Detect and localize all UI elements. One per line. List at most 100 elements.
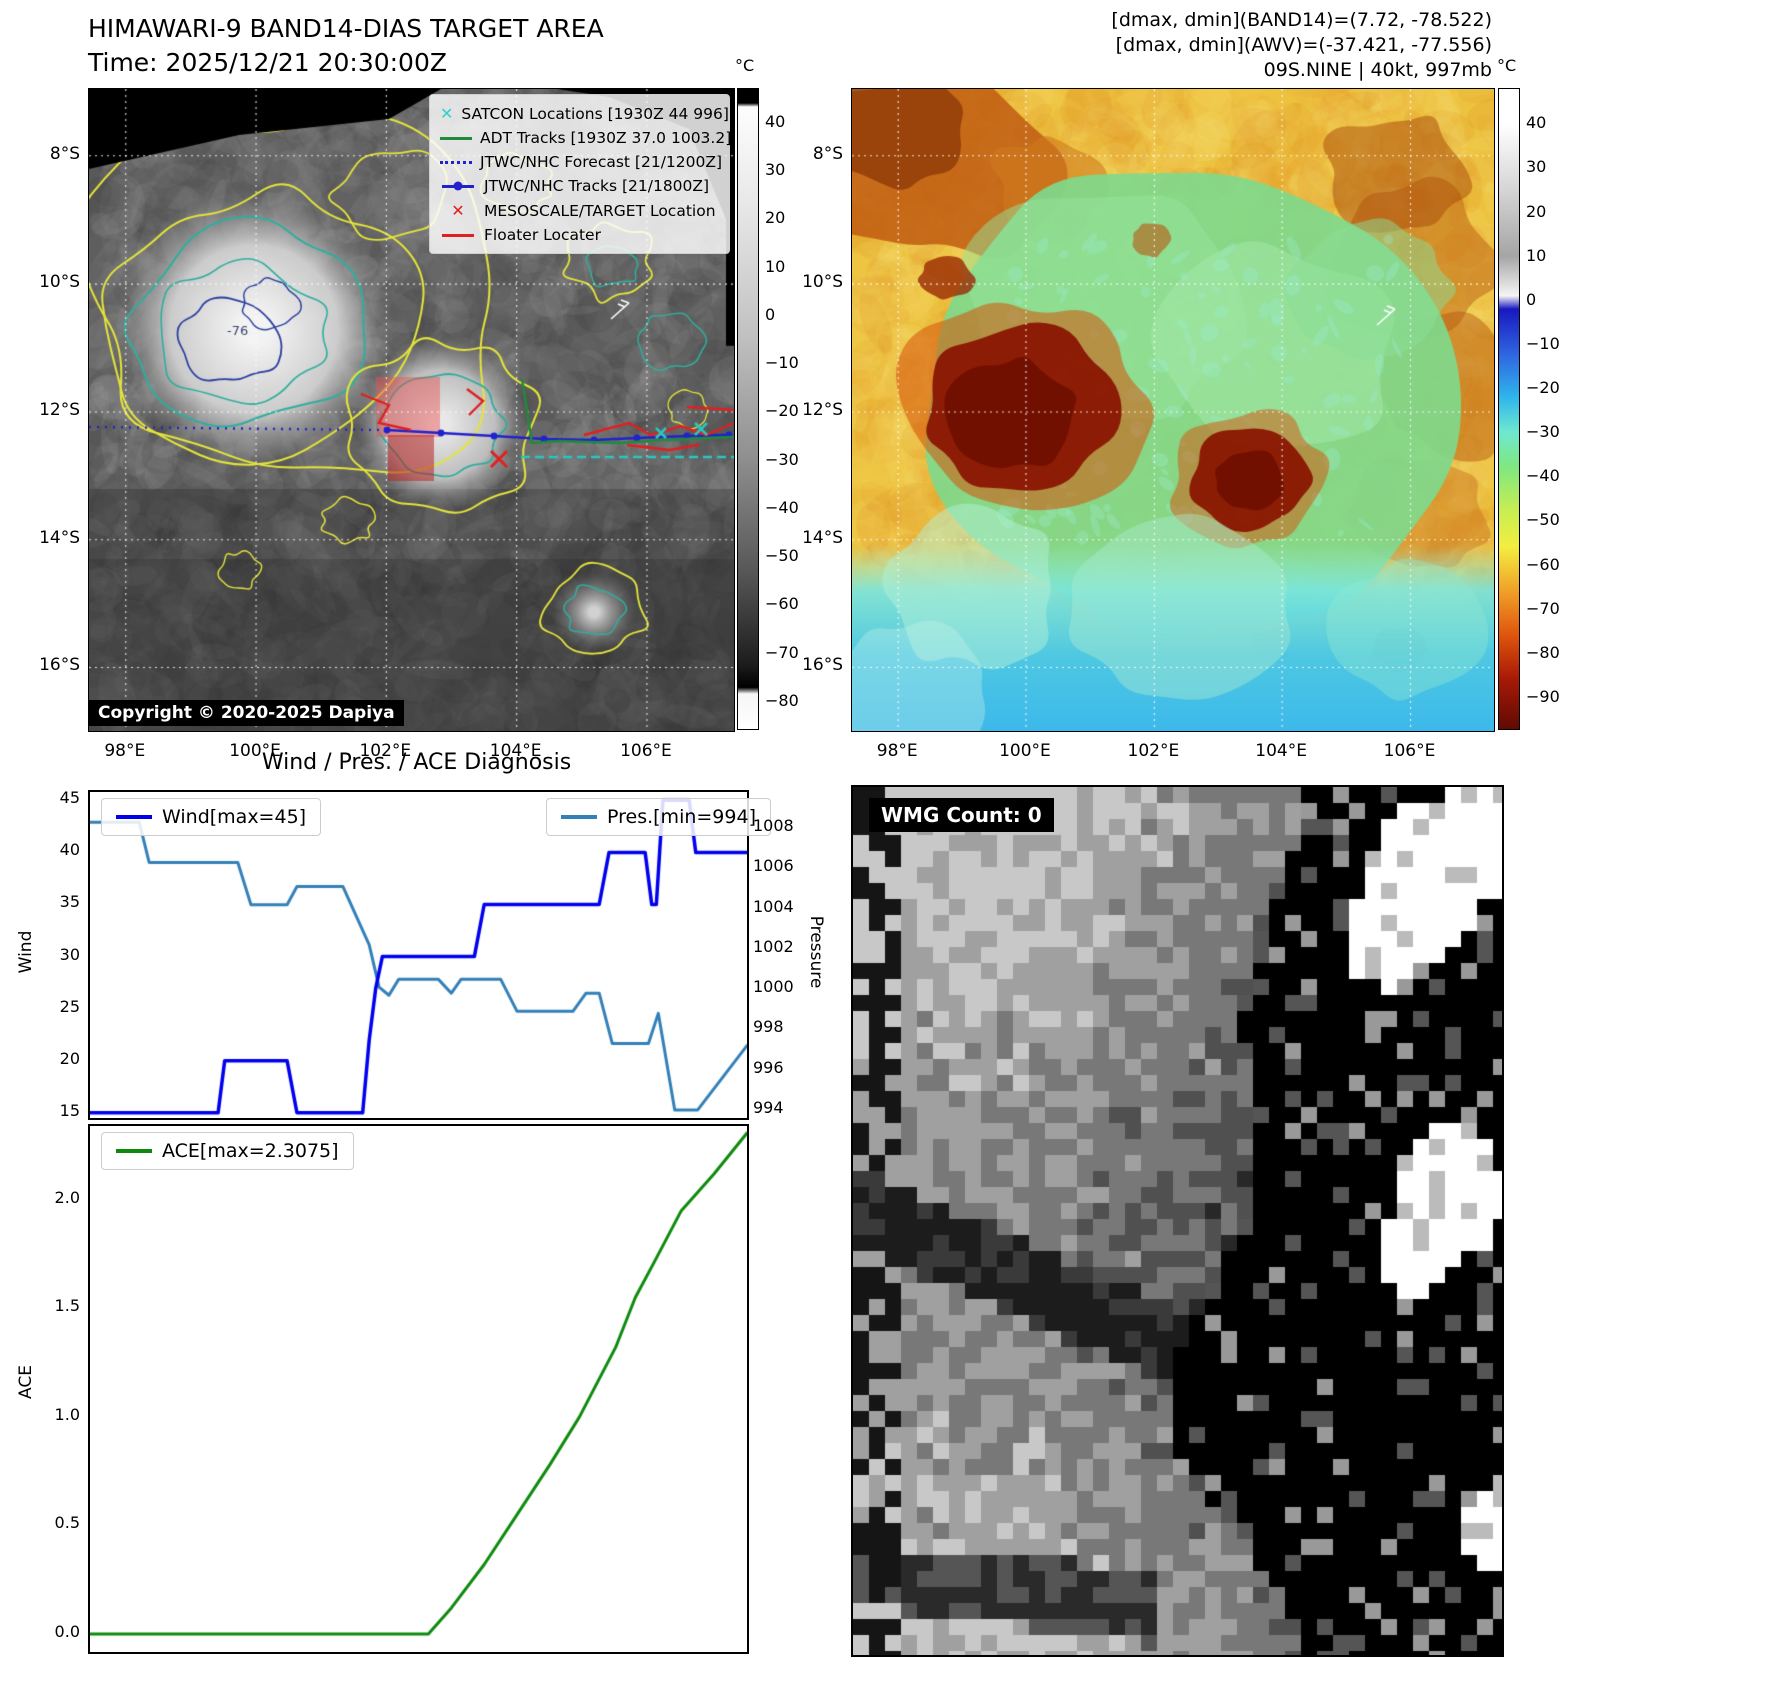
band14-colorbar-tick-label: −10 [765, 353, 799, 373]
copyright-label: Copyright © 2020-2025 Dapiya [89, 700, 404, 726]
band14-colorbar-tick-label: 20 [765, 208, 786, 228]
awv-colorbar-tick-label: 40 [1526, 113, 1547, 133]
wmg-image [851, 785, 1504, 1657]
band14-colorbar-tick-label: −40 [765, 497, 799, 517]
awv-x-tick-label: 102°E [1127, 741, 1180, 761]
awv-colorbar-tick-label: −10 [1526, 333, 1560, 353]
legend-item: ✕ SATCON Locations [1930Z 44 996] [440, 104, 729, 123]
band14-x-tick-label: 106°E [620, 741, 672, 761]
pressure-legend: Pres.[min=994] [546, 798, 771, 836]
band14-colorbar-tick-label: −60 [765, 594, 799, 614]
legend-item-label: ADT Tracks [1930Z 37.0 1003.2] [480, 129, 732, 147]
legend-item-label: MESOSCALE/TARGET Location [484, 201, 716, 220]
awv-colorbar-unit: °C [1497, 56, 1517, 75]
ace-legend: ACE[max=2.3075] [101, 1132, 354, 1170]
pressure-legend-label: Pres.[min=994] [607, 806, 756, 828]
awv-x-tick-label: 98°E [876, 741, 918, 761]
pressure-y-tick-label: 998 [753, 1017, 784, 1037]
band14-colorbar-unit: °C [735, 56, 755, 75]
ace-axis-label: ACE [16, 1365, 36, 1399]
wind-y-tick-label: 30 [59, 944, 80, 964]
legend-item-label: SATCON Locations [1930Z 44 996] [461, 104, 729, 123]
ace-line-sample-icon [116, 1149, 152, 1153]
wind-y-tick-label: 25 [59, 996, 80, 1016]
awv-colorbar-tick-label: 30 [1526, 157, 1547, 177]
ace-legend-label: ACE[max=2.3075] [162, 1140, 339, 1162]
band14-colorbar-tick-label: 10 [765, 256, 786, 276]
x-marker-icon: ✕ [451, 201, 465, 220]
legend-item-label: JTWC/NHC Tracks [21/1800Z] [484, 177, 710, 195]
awv-x-tick-label: 100°E [999, 741, 1051, 761]
wind-y-tick-label: 35 [59, 892, 80, 912]
wmg-count-label: WMG Count: 0 [869, 798, 1054, 832]
awv-colorbar [1498, 88, 1520, 730]
awv-y-tick-label: 10°S [802, 272, 843, 293]
band14-colorbar-tick-label: 30 [765, 160, 786, 180]
line-dot-marker-icon [440, 181, 476, 191]
pressure-y-tick-label: 1002 [753, 936, 794, 956]
pressure-y-tick-label: 994 [753, 1097, 784, 1117]
legend-item-label: Floater Locater [484, 226, 601, 244]
awv-y-tick-label: 14°S [802, 527, 843, 548]
wind-y-tick-label: 15 [59, 1100, 80, 1120]
band14-colorbar-tick-label: −70 [765, 642, 799, 662]
timestamp-label: Time: 2025/12/21 20:30:00Z [88, 48, 447, 77]
band14-colorbar-tick-label: −20 [765, 401, 799, 421]
ace-y-tick-label: 2.0 [54, 1187, 80, 1207]
band14-x-tick-label: 98°E [104, 741, 146, 761]
line-marker-icon [440, 233, 476, 237]
ace-y-tick-label: 1.0 [54, 1404, 80, 1424]
pressure-y-tick-label: 1000 [753, 977, 794, 997]
awv-colorbar-tick-label: −50 [1526, 510, 1560, 530]
band14-colorbar-tick-label: −80 [765, 691, 799, 711]
legend-item: ✕ MESOSCALE/TARGET Location [440, 201, 719, 220]
band14-y-tick-label: 16°S [39, 655, 80, 676]
band14-x-tick-label: 100°E [229, 741, 281, 761]
band14-y-tick-label: 14°S [39, 527, 80, 548]
band14-colorbar-tick-label: −30 [765, 449, 799, 469]
pressure-y-tick-label: 1004 [753, 896, 794, 916]
x-marker-icon: ✕ [440, 104, 454, 123]
wind-pressure-chart [88, 790, 749, 1120]
ace-y-tick-label: 0.0 [54, 1621, 80, 1641]
awv-colorbar-tick-label: 20 [1526, 201, 1547, 221]
band14-colorbar-tick-label: 40 [765, 111, 786, 131]
line-marker-icon [440, 136, 472, 140]
pressure-y-tick-label: 1006 [753, 856, 794, 876]
wind-line-sample-icon [116, 815, 152, 819]
band14-y-tick-label: 10°S [39, 272, 80, 293]
legend-item: Floater Locater [440, 226, 719, 244]
legend-item: ADT Tracks [1930Z 37.0 1003.2] [440, 129, 731, 147]
band14-colorbar-tick-label: 0 [765, 304, 776, 324]
wind-y-tick-label: 20 [59, 1048, 80, 1068]
storm-id-intensity-label: 09S.NINE | 40kt, 997mb [1263, 59, 1492, 81]
pressure-axis-label: Pressure [806, 915, 826, 989]
band14-colorbar-tick-label: −50 [765, 546, 799, 566]
stats-header: [dmax, dmin](BAND14)=(7.72, -78.522) [dm… [1111, 8, 1492, 83]
band14-y-tick-label: 8°S [49, 143, 80, 164]
awv-satellite-image [851, 88, 1495, 732]
awv-y-tick-label: 12°S [802, 399, 843, 420]
legend-item: JTWC/NHC Forecast [21/1200Z] [440, 153, 723, 171]
awv-y-tick-label: 8°S [812, 143, 843, 164]
awv-colorbar-tick-label: −30 [1526, 422, 1560, 442]
wind-y-tick-label: 45 [59, 788, 80, 808]
legend-item-label: JTWC/NHC Forecast [21/1200Z] [480, 153, 723, 171]
dotted-line-marker-icon [440, 160, 472, 164]
diagnosis-title: Wind / Pres. / ACE Diagnosis [261, 750, 572, 775]
band14-x-tick-label: 102°E [359, 741, 412, 761]
ace-y-tick-label: 1.5 [54, 1296, 80, 1316]
awv-colorbar-tick-label: −60 [1526, 554, 1560, 574]
band14-x-tick-label: 104°E [489, 741, 542, 761]
wind-legend: Wind[max=45] [101, 798, 322, 836]
band14-dmax-dmin-label: [dmax, dmin](BAND14)=(7.72, -78.522) [1111, 9, 1492, 31]
band14-y-tick-label: 12°S [39, 399, 80, 420]
awv-y-tick-label: 16°S [802, 655, 843, 676]
band14-legend: ✕ SATCON Locations [1930Z 44 996] ADT Trac… [429, 94, 731, 254]
page-title: HIMAWARI-9 BAND14-DIAS TARGET AREA [88, 14, 604, 43]
legend-item: JTWC/NHC Tracks [21/1800Z] [440, 177, 719, 195]
awv-colorbar-tick-label: −20 [1526, 378, 1560, 398]
awv-colorbar-tick-label: −80 [1526, 642, 1560, 662]
ace-chart [88, 1124, 749, 1654]
